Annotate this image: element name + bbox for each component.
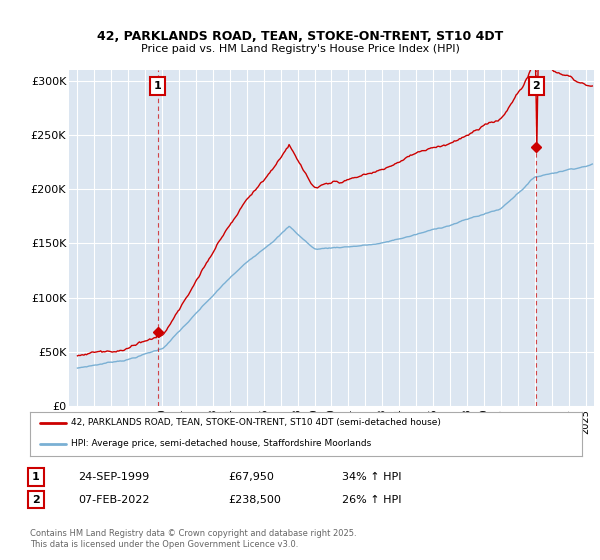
Text: 42, PARKLANDS ROAD, TEAN, STOKE-ON-TRENT, ST10 4DT: 42, PARKLANDS ROAD, TEAN, STOKE-ON-TRENT… [97,30,503,43]
Text: Contains HM Land Registry data © Crown copyright and database right 2025.
This d: Contains HM Land Registry data © Crown c… [30,529,356,549]
Text: £238,500: £238,500 [228,494,281,505]
Text: 42, PARKLANDS ROAD, TEAN, STOKE-ON-TRENT, ST10 4DT (semi-detached house): 42, PARKLANDS ROAD, TEAN, STOKE-ON-TRENT… [71,418,441,427]
Text: HPI: Average price, semi-detached house, Staffordshire Moorlands: HPI: Average price, semi-detached house,… [71,440,371,449]
Text: 26% ↑ HPI: 26% ↑ HPI [342,494,401,505]
Text: 1: 1 [32,472,40,482]
Text: 2: 2 [32,494,40,505]
Text: Price paid vs. HM Land Registry's House Price Index (HPI): Price paid vs. HM Land Registry's House … [140,44,460,54]
Text: 2: 2 [533,81,540,91]
Text: £67,950: £67,950 [228,472,274,482]
Text: 07-FEB-2022: 07-FEB-2022 [78,494,149,505]
Text: 24-SEP-1999: 24-SEP-1999 [78,472,149,482]
Text: 34% ↑ HPI: 34% ↑ HPI [342,472,401,482]
Text: 1: 1 [154,81,161,91]
